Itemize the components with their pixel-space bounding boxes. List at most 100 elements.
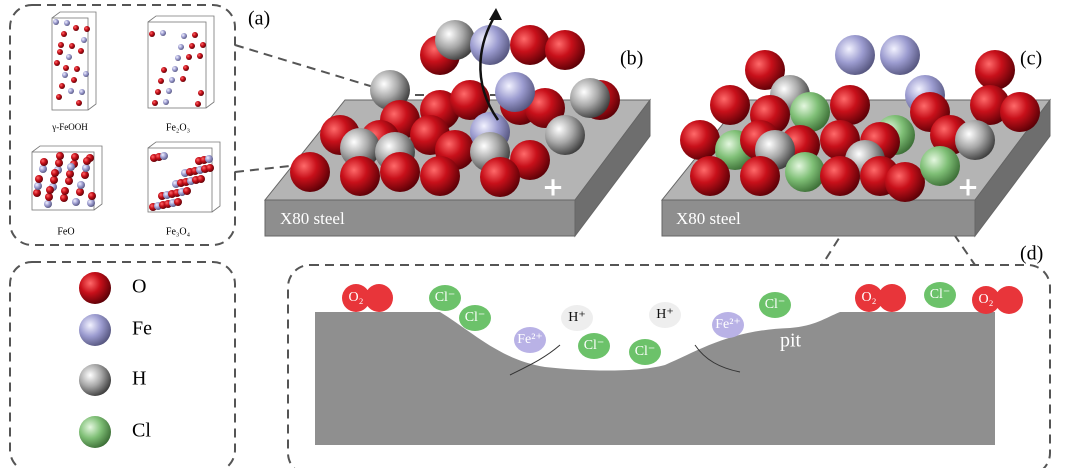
sign: + [957,173,979,203]
atom [88,192,96,200]
atom [189,43,195,49]
unit-cell [147,147,213,213]
atom [61,187,69,195]
structure-label: Fe₃O₄ [166,226,191,237]
atom [44,200,52,208]
atom [545,30,585,70]
atom [169,77,175,83]
legend-label: H [132,368,146,390]
atom [45,193,53,201]
atom [87,199,95,207]
species-label: O₂ [862,290,877,305]
atom [340,156,380,196]
atom [155,89,161,95]
species-badge [561,305,593,331]
species-label: O₂ [979,292,994,307]
atom [79,364,111,396]
arrow [509,344,561,376]
species-badge [342,284,370,312]
unit-cell [31,151,95,211]
unit-cell [51,17,89,111]
species-label: Cl⁻ [930,287,951,302]
panel-label: (c) [1020,48,1042,70]
structure-label: Fe₂O₃ [166,122,190,133]
atom [710,85,750,125]
atom [40,158,48,166]
panel-label: (d) [1020,243,1043,265]
structure-label: FeO [57,226,74,237]
atom [197,175,205,183]
atom [1000,92,1040,132]
atom [183,65,189,71]
atom [206,164,214,172]
panel-label: (a) [248,8,270,30]
atom [380,152,420,192]
atom [340,128,380,168]
unit-cell [51,11,97,111]
atom [740,156,780,196]
atom [79,89,85,95]
atom [66,54,72,60]
atom [35,175,43,183]
atom [745,50,785,90]
atom [73,25,79,31]
species-label: H⁺ [568,310,586,325]
atom [79,314,111,346]
atom [76,188,84,196]
species-label: Cl⁻ [635,344,656,359]
sign: + [542,173,564,203]
atom [82,164,90,172]
atom [57,49,63,55]
atom [33,189,41,197]
species-badge [972,286,1000,314]
atom [200,42,206,48]
atom [192,32,198,38]
atom [79,416,111,448]
species-label: Fe²⁺ [715,317,741,332]
atom [60,194,68,202]
species-badge [878,284,906,312]
atom [290,152,330,192]
atom [72,198,80,206]
panel-d-frame [287,264,1051,468]
atom [163,99,169,105]
atom [920,146,960,186]
atom [195,101,201,107]
legend-label: Fe [132,318,152,340]
steel-section [315,312,995,445]
atom [495,72,535,112]
species-badge [629,339,661,365]
atom [545,115,585,155]
species-badge [429,285,461,311]
atom [205,155,213,163]
atom [71,77,77,83]
atom [77,181,85,189]
text-layer: (a) (b) (c) (d) X80 steel X80 steel + + … [51,8,1043,442]
atom [55,159,63,167]
atom [152,100,158,106]
atom [186,54,192,60]
atom [435,20,475,60]
atom [690,156,730,196]
atom [450,80,490,120]
atom [66,170,74,178]
species-label: Cl⁻ [435,290,456,305]
atom [160,152,168,160]
atom [64,20,70,26]
species-badge [712,312,744,338]
atom [69,43,75,49]
species-label: Cl⁻ [765,297,786,312]
atom [180,76,186,82]
atom [83,71,89,77]
atom [480,157,520,197]
atom [510,25,550,65]
atom [510,140,550,180]
atom [830,85,870,125]
atom [820,156,860,196]
atom [835,35,875,75]
atom [79,272,111,304]
atom [81,37,87,43]
arrow-head [489,8,502,20]
atom [880,35,920,75]
unit-cell [31,145,103,211]
